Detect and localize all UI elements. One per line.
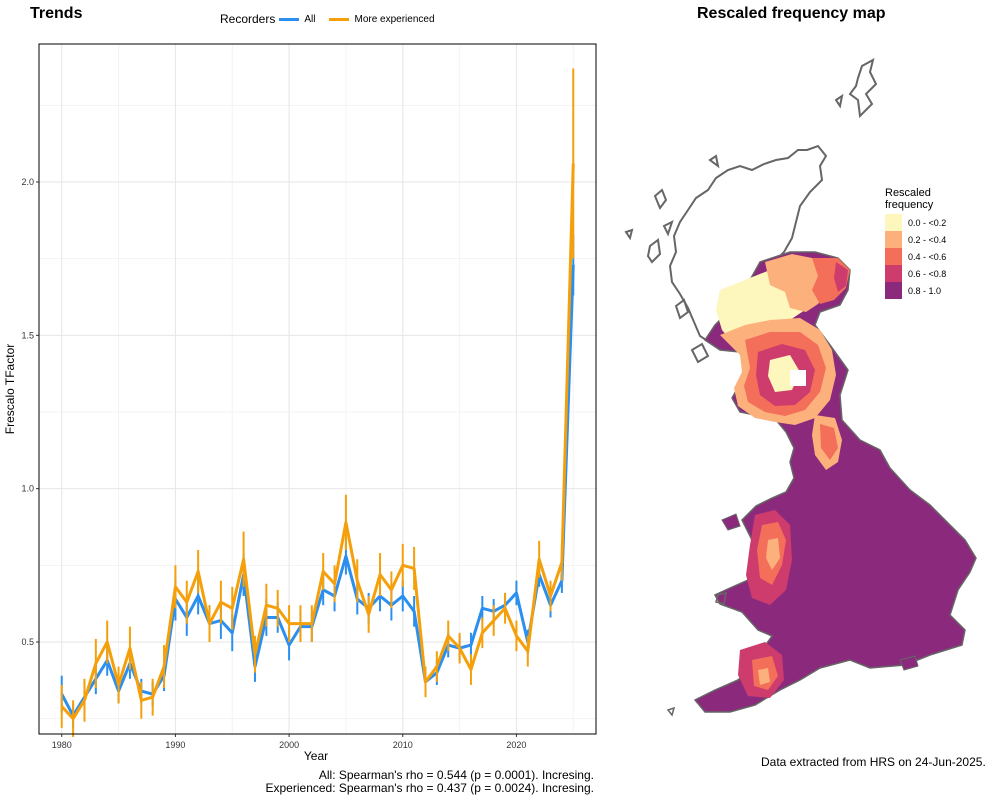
zone-low-north [765,254,828,312]
y-tick-label: 2.0 [21,177,34,187]
map-legend-row: 0.8 - 1.0 [885,282,946,299]
series-line [60,163,575,721]
y-axis-label: Frescalo TFactor [3,344,17,434]
x-tick-label: 2010 [393,740,413,750]
y-tick-label: 1.0 [21,484,34,494]
legend-label-all: All [304,13,316,25]
plot-frame [38,43,597,735]
stat-all: All: Spearman's rho = 0.544 (p = 0.0001)… [318,768,594,782]
trends-title: Trends [30,5,83,22]
legend-key-all [279,17,300,21]
series-more-experienced [60,68,575,738]
x-tick-label: 2020 [506,740,526,750]
stat-experienced: Experienced: Spearman's rho = 0.437 (p =… [265,781,595,795]
zone-low-southwest [758,668,770,685]
zone-gap [790,370,806,386]
map-title: Rescaled frequency map [697,5,886,22]
chart-legend: Recorders All More experienced [220,12,445,26]
map-legend-row: 0.6 - <0.8 [885,265,946,282]
legend-title: Recorders [220,12,276,26]
x-tick-label: 1980 [52,740,72,750]
series-line [60,264,575,718]
map-legend-row: 0.0 - <0.2 [885,214,946,231]
scotland-outline [624,58,878,364]
legend-swatch-2 [885,248,902,265]
zone-low-wales [766,538,780,570]
legend-bin-label: 0.8 - 1.0 [908,285,942,296]
y-tick-label: 0.5 [21,637,34,647]
legend-swatch-4 [885,282,902,299]
x-axis-label: Year [304,749,328,763]
legend-label-experienced: More experienced [354,13,435,25]
y-tick-label: 1.5 [21,330,34,340]
x-tick-label: 2000 [279,740,299,750]
legend-swatch-0 [885,214,902,231]
island-scilly [666,706,676,717]
map-legend: Rescaled frequency 0.0 - <0.2 0.2 - <0.4… [885,187,946,299]
zone-high-ne-coast [834,262,848,292]
uk-frequency-map [624,58,977,717]
map-legend-title: Rescaled frequency [885,187,934,211]
island-wight [899,655,919,671]
trends-chart: 0.5 1.0 1.5 2.0 1980 1990 2000 2010 2020 Year Fr… [3,43,597,763]
axis-layer: 0.5 1.0 1.5 2.0 1980 1990 2000 2010 2020 [21,177,526,750]
series-layer [60,68,575,738]
legend-bin-label: 0.6 - <0.8 [908,268,947,279]
island-anglesey [721,513,741,531]
legend-bin-label: 0.0 - <0.2 [908,217,947,228]
legend-swatch-1 [885,231,902,248]
extract-note: Data extracted from HRS on 24-Jun-2025. [761,755,986,769]
map-legend-row: 0.2 - <0.4 [885,231,946,248]
zone-mid-borders [820,424,838,460]
map-legend-row: 0.4 - <0.6 [885,248,946,265]
legend-key-experienced [329,17,350,21]
legend-bin-label: 0.2 - <0.4 [908,234,947,245]
island-man [715,591,727,605]
x-tick-label: 1990 [165,740,185,750]
legend-swatch-3 [885,265,902,282]
legend-bin-label: 0.4 - <0.6 [908,251,947,262]
